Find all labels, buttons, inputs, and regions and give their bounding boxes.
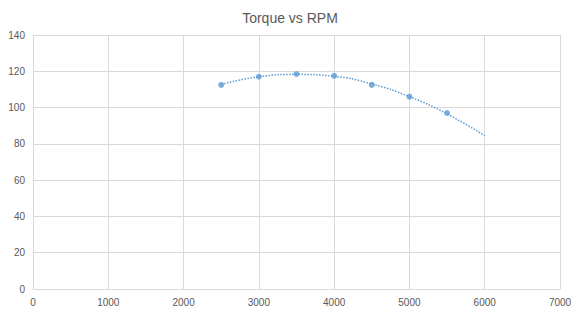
svg-text:60: 60 [14, 175, 26, 186]
svg-text:40: 40 [14, 211, 26, 222]
svg-text:2000: 2000 [172, 297, 195, 308]
svg-text:20: 20 [14, 247, 26, 258]
svg-text:4000: 4000 [323, 297, 346, 308]
svg-text:Torque vs RPM: Torque vs RPM [242, 10, 338, 26]
svg-text:100: 100 [8, 102, 25, 113]
svg-text:7000: 7000 [549, 297, 572, 308]
svg-text:80: 80 [14, 138, 26, 149]
svg-text:0: 0 [19, 284, 25, 295]
svg-text:120: 120 [8, 66, 25, 77]
svg-text:1000: 1000 [97, 297, 120, 308]
svg-text:3000: 3000 [248, 297, 271, 308]
svg-text:6000: 6000 [474, 297, 497, 308]
svg-text:140: 140 [8, 30, 25, 41]
svg-text:5000: 5000 [398, 297, 421, 308]
svg-text:0: 0 [30, 297, 36, 308]
